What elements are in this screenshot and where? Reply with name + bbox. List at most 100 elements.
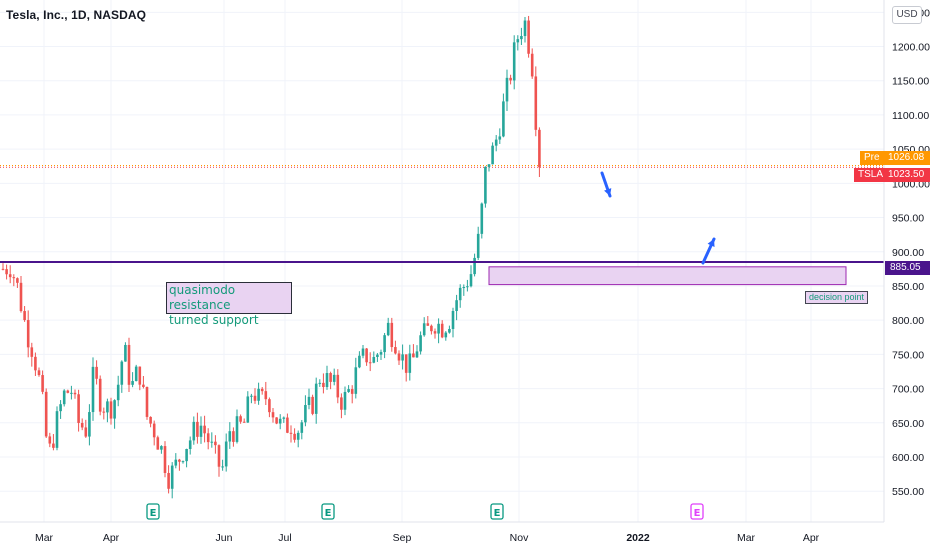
candle-body	[1, 268, 5, 270]
candle-body	[246, 396, 250, 423]
candle-body	[440, 323, 444, 338]
decision-point-label[interactable]: decision point	[805, 291, 869, 304]
candle-body	[178, 459, 181, 462]
direction-arrows	[600, 171, 716, 265]
candle-body	[149, 416, 152, 424]
level-price-tag: 885.05	[885, 261, 930, 275]
candle-body	[361, 348, 365, 356]
candle-body	[314, 383, 318, 414]
time-tick-label: Apr	[803, 532, 820, 544]
candle-body	[116, 384, 120, 401]
candle-body	[242, 421, 246, 423]
candle-body	[48, 436, 52, 444]
candle-body	[491, 145, 494, 165]
candle-body	[520, 36, 523, 40]
time-tick-label: Jul	[278, 532, 291, 544]
candle-body	[505, 77, 509, 102]
candle-body	[84, 427, 88, 437]
level-price-value: 885.05	[890, 262, 921, 273]
up-arrow	[701, 237, 716, 265]
price-tick-label: 750.00	[892, 349, 924, 361]
candle-body	[379, 352, 383, 355]
candle-body	[354, 367, 358, 394]
premarket-guide-lines	[0, 165, 884, 168]
candle-body	[476, 233, 480, 258]
candle-body	[530, 53, 534, 77]
candle-body	[217, 445, 221, 467]
candle-body	[304, 405, 307, 423]
candle-body	[358, 355, 361, 368]
candle-body	[232, 431, 235, 442]
candle-body	[8, 274, 12, 278]
candle-body	[196, 421, 199, 437]
candle-body	[199, 425, 203, 437]
price-tick-label: 700.00	[892, 384, 924, 396]
candle-body	[271, 412, 275, 418]
candle-body	[444, 332, 448, 338]
price-tick-label: 900.00	[892, 247, 924, 259]
candle-body	[163, 446, 167, 473]
candle-body	[109, 401, 113, 419]
earnings-box	[321, 503, 335, 520]
candle-body	[120, 361, 124, 385]
candle-body	[170, 465, 174, 489]
price-tick-label: 950.00	[892, 213, 924, 225]
candle-body	[368, 362, 372, 364]
candle-body	[131, 381, 134, 385]
price-axis: 550.00 600.00 650.00 700.00 750.00 800.00 850.…	[892, 7, 930, 498]
price-tick-label: 850.00	[892, 281, 924, 293]
candle-body	[473, 257, 476, 275]
candle-body	[214, 441, 217, 446]
candle-body	[91, 366, 95, 413]
candle-body	[394, 347, 397, 354]
quasimodo-note[interactable]: quasimodo resistance turned support	[166, 282, 292, 327]
support-zone[interactable]	[488, 266, 847, 286]
candle-body	[228, 431, 232, 442]
candle-body	[282, 417, 286, 419]
candle-body	[203, 425, 206, 434]
candle-body	[26, 320, 30, 348]
candle-body	[527, 20, 530, 54]
down-arrow-head	[604, 188, 612, 196]
candle-body	[181, 461, 185, 463]
candle-body	[156, 437, 160, 450]
candle-body	[73, 392, 77, 395]
candle-body	[494, 139, 498, 146]
candle-body	[124, 344, 127, 362]
time-tick-label: Nov	[510, 532, 529, 544]
time-tick-label: Mar	[737, 532, 756, 544]
candle-body	[404, 354, 408, 373]
candle-body	[221, 466, 224, 468]
candle-body	[426, 323, 430, 326]
time-tick-label: Sep	[393, 532, 412, 544]
earnings-marker: E	[146, 503, 160, 520]
time-tick-label: 2022	[626, 532, 650, 544]
earnings-label: E	[150, 508, 157, 519]
candle-body	[451, 311, 455, 329]
candle-body	[138, 366, 142, 385]
currency-button[interactable]: USD	[892, 6, 922, 24]
candle-body	[386, 322, 390, 336]
candle-body	[390, 322, 394, 348]
candle-body	[19, 282, 23, 312]
candle-body	[264, 391, 268, 400]
candle-body	[433, 331, 437, 334]
price-tick-label: 550.00	[892, 486, 924, 498]
candle-body	[466, 286, 469, 288]
candle-body	[401, 354, 404, 361]
candle-body	[253, 395, 257, 401]
candle-body	[80, 422, 84, 428]
candle-body	[268, 399, 271, 413]
price-tick-label: 600.00	[892, 452, 924, 464]
candle-body	[210, 441, 214, 443]
price-tick-label: 1100.00	[892, 110, 929, 122]
note-line-1: quasimodo resistance	[169, 283, 236, 312]
candle-body	[509, 77, 512, 81]
candle-body	[142, 384, 145, 387]
candle-body	[300, 422, 304, 433]
price-tick-label: 1200.00	[892, 42, 930, 54]
candle-body	[343, 391, 347, 410]
candle-body	[376, 354, 379, 357]
candle-body	[70, 392, 73, 394]
